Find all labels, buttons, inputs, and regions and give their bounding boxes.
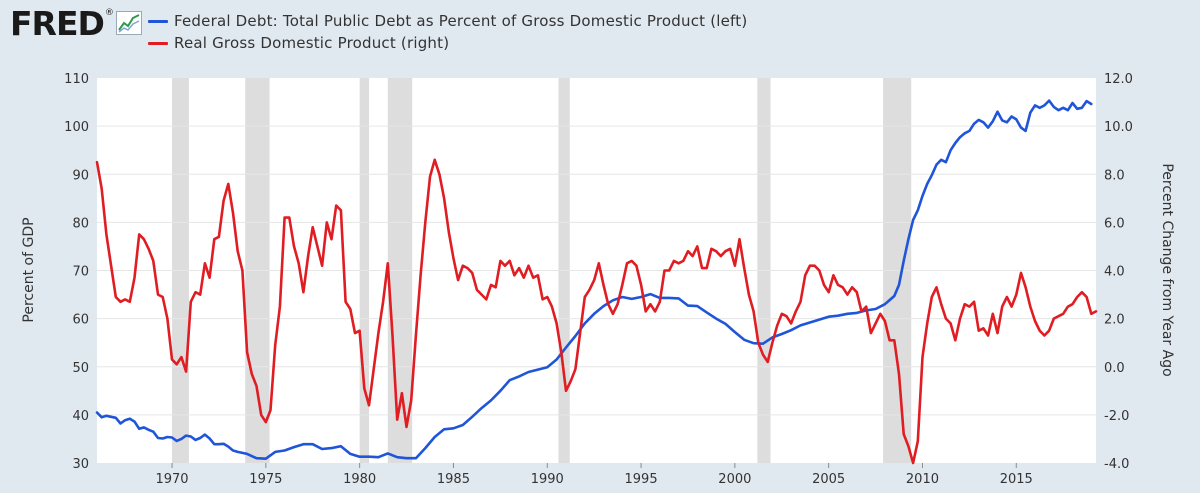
right-tick-label: 2.0 — [1104, 313, 1125, 328]
right-tick-label: -2.0 — [1104, 409, 1129, 424]
chart-header: FRED ® Federal Debt: Total Public Debt a… — [0, 0, 1200, 62]
x-tick-label: 1985 — [437, 472, 470, 487]
x-tick-label: 1995 — [625, 472, 658, 487]
x-tick-label: 1990 — [531, 472, 564, 487]
line-chart-icon — [115, 11, 142, 35]
left-tick-label: 110 — [64, 72, 89, 87]
right-axis-ticks: -4.0 -2.0 0.0 2.0 4.0 6.0 8.0 10.0 12.0 — [1104, 72, 1133, 472]
x-tick-label: 2015 — [1000, 472, 1033, 487]
right-tick-label: 8.0 — [1104, 168, 1125, 183]
right-axis-title: Percent Change from Year Ago — [1159, 163, 1175, 376]
fred-logo-text: FRED — [10, 3, 105, 43]
legend-item-gdp[interactable]: Real Gross Domestic Product (right) — [148, 32, 747, 54]
right-tick-label: -4.0 — [1104, 457, 1129, 472]
left-tick-label: 60 — [72, 313, 89, 328]
legend-item-debt[interactable]: Federal Debt: Total Public Debt as Perce… — [148, 10, 747, 32]
series-line-real-gdp[interactable] — [95, 158, 1098, 465]
right-tick-label: 4.0 — [1104, 265, 1125, 280]
left-axis-title: Percent of GDP — [21, 217, 37, 322]
legend: Federal Debt: Total Public Debt as Perce… — [148, 10, 747, 54]
series-line-federal-debt[interactable] — [95, 99, 1093, 461]
left-tick-label: 30 — [72, 457, 89, 472]
legend-label-gdp: Real Gross Domestic Product (right) — [174, 34, 450, 52]
series-lines — [95, 99, 1098, 465]
right-tick-label: 12.0 — [1104, 72, 1133, 87]
x-tick-label: 2000 — [718, 472, 751, 487]
x-tick-label: 2005 — [812, 472, 845, 487]
left-tick-label: 90 — [72, 168, 89, 183]
legend-label-debt: Federal Debt: Total Public Debt as Perce… — [174, 12, 748, 30]
left-axis-ticks: 30 40 50 60 70 80 90 100 110 — [64, 72, 89, 472]
left-tick-label: 70 — [72, 265, 89, 280]
right-tick-label: 0.0 — [1104, 361, 1125, 376]
right-tick-label: 10.0 — [1104, 120, 1133, 135]
x-tick-label: 1980 — [343, 472, 376, 487]
left-tick-label: 100 — [64, 120, 89, 135]
legend-swatch-debt — [148, 19, 168, 23]
registered-mark: ® — [104, 8, 114, 18]
x-tick-label: 1975 — [249, 472, 282, 487]
x-tick-label: 2010 — [906, 472, 939, 487]
x-axis-ticks: 1970 1975 1980 1985 1990 1995 2000 2005 2010 2015 — [155, 463, 1033, 487]
right-tick-label: 6.0 — [1104, 216, 1125, 231]
legend-swatch-gdp — [148, 41, 168, 45]
left-tick-label: 40 — [72, 409, 89, 424]
left-tick-label: 50 — [72, 361, 89, 376]
left-tick-label: 80 — [72, 216, 89, 231]
fred-logo[interactable]: FRED ® — [10, 3, 142, 43]
gridlines — [97, 125, 1096, 416]
x-tick-label: 1970 — [155, 472, 188, 487]
